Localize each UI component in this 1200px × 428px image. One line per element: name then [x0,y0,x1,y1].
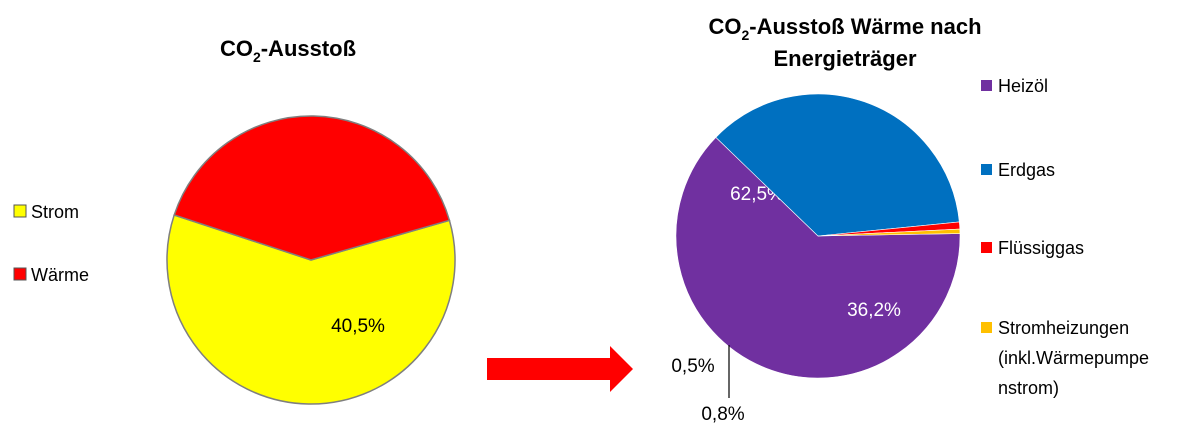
legend-label-waerme: Wärme [31,265,89,285]
data-label-waerme: 40,5% [331,316,385,337]
arrow-right-icon [487,346,633,392]
legend-label-fluessiggas: Flüssiggas [998,238,1084,258]
pie-slice-erdgas [715,93,960,237]
data-label-erdgas: 36,2% [847,300,901,321]
pie-chart-heat-energy-sources: 62,5%36,2%0,8%0,5% [671,93,961,425]
pie-chart-co2: 59,5%40,5% [166,115,456,405]
chart2-title-line1: CO2-Ausstoß Wärme nach [708,14,981,43]
legend-swatch-heizoel [981,80,992,91]
legend-swatch-strom [13,204,27,218]
legend-label-stromheizungen-line2: (inkl.Wärmepumpe [998,348,1149,368]
chart2-title-line2: Energieträger [773,46,916,71]
pie-slice-heizoel [675,136,961,379]
pie-slice-strom [166,214,456,405]
data-label-fluessiggas: 0,8% [701,404,744,425]
legend-label-strom: Strom [31,202,79,222]
data-label-stromheizungen: 0,5% [671,356,714,377]
legend-swatch-erdgas [981,164,992,175]
legend-label-erdgas: Erdgas [998,160,1055,180]
legend-label-heizoel: Heizöl [998,76,1048,96]
legend-swatch-waerme [13,267,27,281]
legend-label-stromheizungen-line1: Stromheizungen [998,318,1129,338]
legend-swatch-stromheizungen [981,322,992,333]
legend-label-stromheizungen-line3: nstrom) [998,378,1059,398]
legend-chart1: Strom Wärme [13,202,89,285]
legend-swatch-fluessiggas [981,242,992,253]
chart1-title: CO2-Ausstoß [220,36,356,65]
legend-chart2: Heizöl Erdgas Flüssiggas Stromheizungen … [981,76,1149,398]
pie-slice-stromheizungen [817,228,961,237]
pie-slice-waerme [173,115,451,261]
